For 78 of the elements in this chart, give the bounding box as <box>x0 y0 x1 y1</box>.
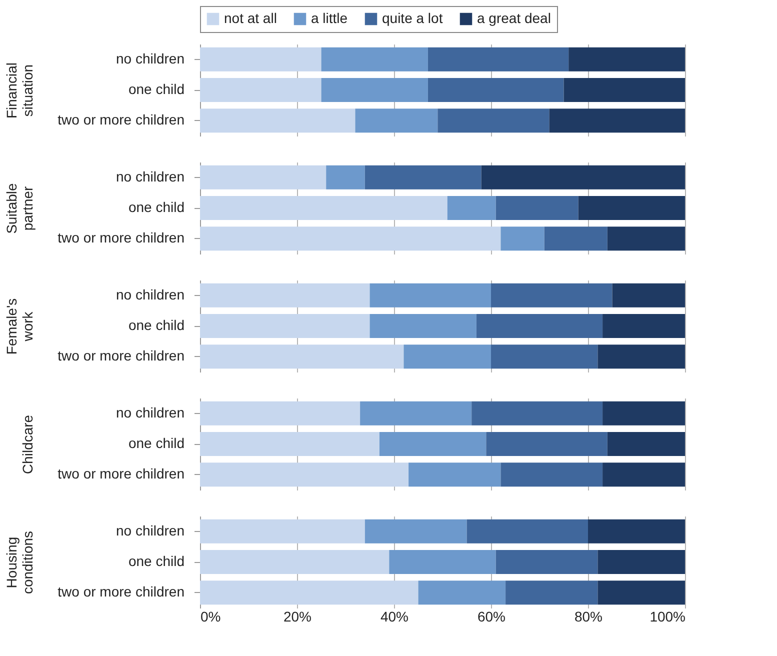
bar <box>447 196 496 220</box>
bar <box>326 165 365 190</box>
bar <box>200 226 501 251</box>
y-tick-label: two or more children <box>58 466 184 482</box>
y-tick-label: no children <box>116 522 184 538</box>
y-tick-label: two or more children <box>58 112 184 128</box>
bar <box>549 108 685 133</box>
legend-label: quite a lot <box>382 10 443 26</box>
bar <box>370 314 476 338</box>
bar <box>476 314 603 338</box>
bar <box>602 462 685 487</box>
x-tick-label: 100% <box>650 608 686 624</box>
bar <box>408 462 501 487</box>
bar <box>321 47 428 72</box>
bar <box>496 196 578 220</box>
y-tick-label: no children <box>116 50 184 66</box>
y-tick-label: two or more children <box>58 348 184 364</box>
bar <box>500 226 544 251</box>
legend-label: a great deal <box>477 10 551 26</box>
x-tick-label: 20% <box>283 608 312 624</box>
bar <box>428 78 564 102</box>
y-tick-label: two or more children <box>58 230 184 246</box>
x-tick-label: 40% <box>380 608 409 624</box>
y-tick-label: one child <box>128 553 184 569</box>
y-tick-label: one child <box>128 81 184 97</box>
bar <box>200 283 370 308</box>
bar <box>200 432 380 456</box>
y-axis-title: Housing conditions <box>4 530 36 594</box>
y-tick-label: one child <box>128 435 184 451</box>
bar <box>602 401 685 426</box>
y-axis-title: Financial situation <box>4 62 36 119</box>
legend-label: a little <box>311 10 348 26</box>
bar <box>486 432 608 456</box>
bar <box>200 47 322 72</box>
bar <box>200 78 322 102</box>
bar <box>200 108 356 133</box>
bar <box>481 165 685 190</box>
bar <box>500 462 603 487</box>
bar <box>602 314 685 338</box>
bar <box>355 108 438 133</box>
bar <box>200 462 409 487</box>
y-tick-label: one child <box>128 199 184 215</box>
bar <box>491 344 598 369</box>
bar <box>428 47 569 72</box>
bar <box>200 344 404 369</box>
bar <box>612 283 685 308</box>
bar <box>491 283 612 308</box>
y-tick-label: no children <box>116 404 184 420</box>
bar <box>404 344 491 369</box>
y-tick-label: no children <box>116 286 184 302</box>
bar <box>200 196 448 220</box>
y-tick-label: no children <box>116 168 184 184</box>
y-tick-label: one child <box>128 317 184 333</box>
bar <box>438 108 550 133</box>
bar <box>607 432 685 456</box>
bar <box>200 314 370 338</box>
x-tick-label: 60% <box>477 608 506 624</box>
bar <box>200 165 326 190</box>
legend-label: not at all <box>224 10 277 26</box>
bar <box>379 432 486 456</box>
bar <box>472 401 603 426</box>
y-tick-label: two or more children <box>58 584 184 600</box>
y-axis-title: Childcare <box>20 414 36 474</box>
bar <box>360 401 472 426</box>
x-tick-label: 0% <box>200 608 221 624</box>
bar <box>370 283 491 308</box>
y-axis-title: Suitable partner <box>4 182 36 234</box>
x-tick-label: 80% <box>574 608 603 624</box>
bar <box>564 78 685 102</box>
bar <box>321 78 428 102</box>
bar <box>544 226 608 251</box>
bar <box>568 47 685 72</box>
bar <box>364 165 482 190</box>
bar <box>578 196 685 220</box>
bar <box>200 401 360 426</box>
bar <box>598 344 685 369</box>
y-axis-title: Female's work <box>4 298 36 355</box>
bar <box>607 226 685 251</box>
